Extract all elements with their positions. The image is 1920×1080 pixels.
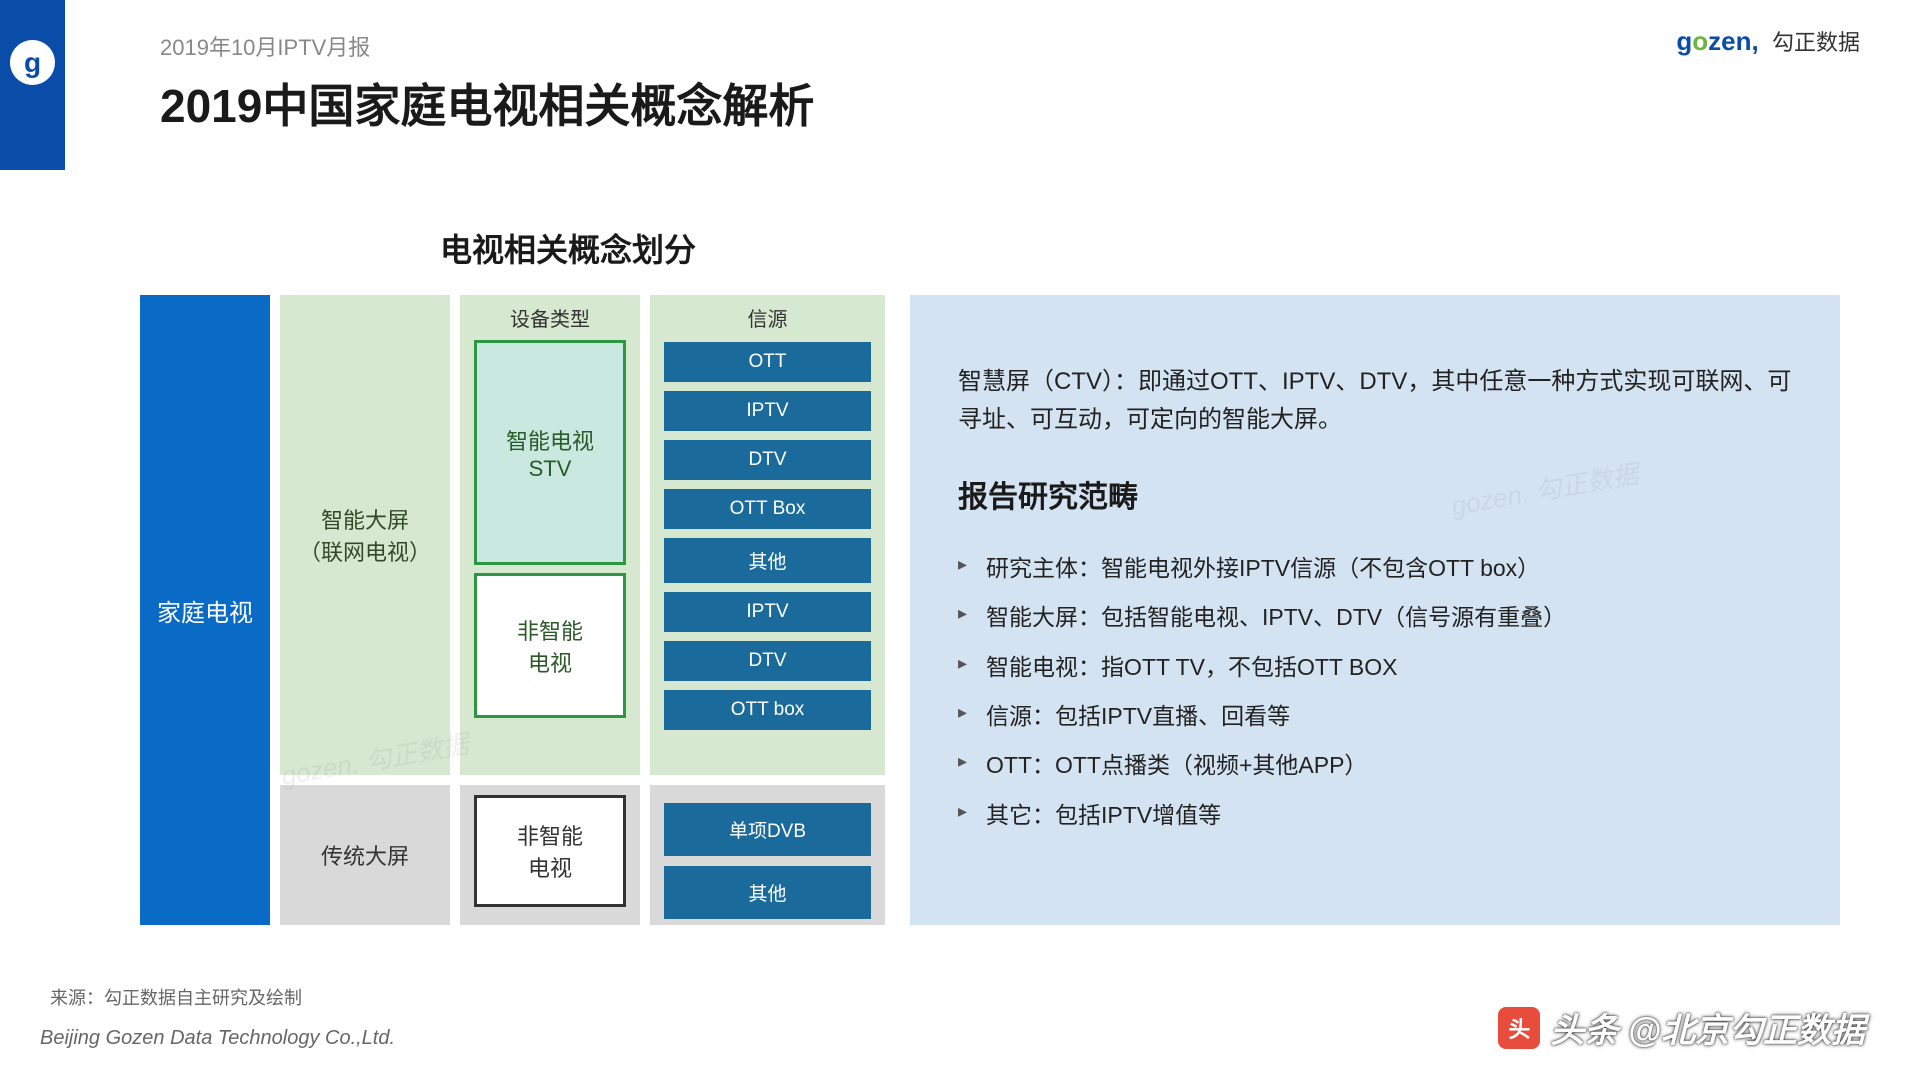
group-traditional-screen: 传统大屏 [280, 785, 450, 925]
list-item: 智能大屏：包括智能电视、IPTV、DTV（信号源有重叠） [958, 597, 1792, 638]
device-column-lower: 非智能 电视 [460, 785, 640, 925]
section-title: 电视相关概念划分 [440, 225, 696, 271]
header-strip: g [0, 0, 65, 170]
brand-en: gozen, [1676, 26, 1758, 56]
bullet-list: 研究主体：智能电视外接IPTV信源（不包含OTT box） 智能大屏：包括智能电… [958, 548, 1792, 836]
source-item: IPTV [664, 592, 871, 632]
right-panel: 智慧屏（CTV）：即通过OTT、IPTV、DTV，其中任意一种方式实现可联网、可… [910, 295, 1840, 925]
source-column-lower: 单项DVB 其他 [650, 785, 885, 925]
root-label: 家庭电视 [157, 593, 253, 628]
device-nonstv2-line2: 电视 [528, 851, 572, 883]
device-nonstv-traditional: 非智能 电视 [474, 795, 626, 907]
device-stv-line1: 智能电视 [506, 424, 594, 456]
footer-company: Beijing Gozen Data Technology Co.,Ltd. [40, 1027, 395, 1050]
source-item: IPTV [664, 391, 871, 431]
device-nonstv2-line1: 非智能 [517, 819, 583, 851]
source-item: OTT box [664, 690, 871, 730]
device-stv-line2: STV [529, 456, 572, 482]
page-subtitle: 2019年10月IPTV月报 [160, 30, 370, 62]
root-block: 家庭电视 [140, 295, 270, 925]
right-intro: 智慧屏（CTV）：即通过OTT、IPTV、DTV，其中任意一种方式实现可联网、可… [958, 363, 1792, 440]
source-item: DTV [664, 641, 871, 681]
source-item: 其他 [664, 538, 871, 583]
list-item: 研究主体：智能电视外接IPTV信源（不包含OTT box） [958, 548, 1792, 589]
group-smart-screen: 智能大屏 （联网电视） [280, 295, 450, 775]
brand-cn: 勾正数据 [1772, 30, 1860, 55]
list-item: 信源：包括IPTV直播、回看等 [958, 696, 1792, 737]
right-heading: 报告研究范畴 [958, 472, 1792, 516]
list-item: 其它：包括IPTV增值等 [958, 795, 1792, 836]
device-column-upper: 设备类型 智能电视 STV 非智能 电视 [460, 295, 640, 775]
group-upper-line1: 智能大屏 [321, 503, 409, 535]
device-nonstv-line1: 非智能 [517, 614, 583, 646]
page-title: 2019中国家庭电视相关概念解析 [160, 70, 814, 136]
device-header: 设备类型 [474, 303, 626, 332]
watermark-bottom-right: 头 头条 @北京勾正数据 [1498, 1003, 1865, 1052]
source-item: OTT [664, 342, 871, 382]
watermark-text: 头条 @北京勾正数据 [1550, 1003, 1865, 1052]
group-lower-label: 传统大屏 [321, 839, 409, 871]
brand-mark: gozen, 勾正数据 [1676, 25, 1860, 57]
footer-source: 来源：勾正数据自主研究及绘制 [50, 984, 302, 1010]
group-upper-line2: （联网电视） [299, 535, 431, 567]
source-header: 信源 [664, 303, 871, 332]
list-item: 智能电视：指OTT TV，不包括OTT BOX [958, 647, 1792, 688]
source-column-upper: 信源 OTT IPTV DTV OTT Box 其他 IPTV DTV OTT … [650, 295, 885, 775]
diagram: 家庭电视 智能大屏 （联网电视） 传统大屏 设备类型 智能电视 STV 非智能 … [140, 295, 885, 925]
device-nonstv-line2: 电视 [528, 646, 572, 678]
device-nonstv: 非智能 电视 [474, 573, 626, 718]
source-item: 其他 [664, 866, 871, 919]
toutiao-icon: 头 [1498, 1007, 1540, 1049]
logo-icon: g [10, 40, 55, 85]
source-item: DTV [664, 440, 871, 480]
source-item: OTT Box [664, 489, 871, 529]
list-item: OTT：OTT点播类（视频+其他APP） [958, 745, 1792, 786]
device-stv: 智能电视 STV [474, 340, 626, 565]
source-item: 单项DVB [664, 803, 871, 856]
